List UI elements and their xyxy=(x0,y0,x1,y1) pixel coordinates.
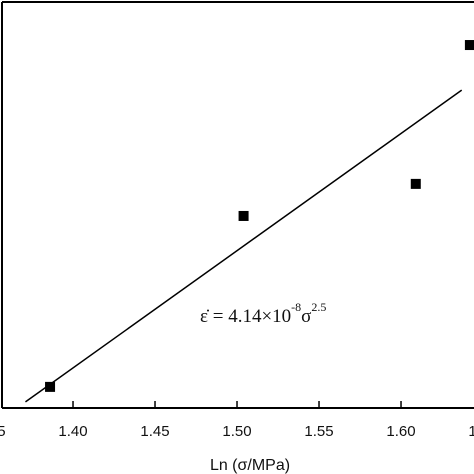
fit-line xyxy=(25,89,463,403)
x-tick-label: 1.65 xyxy=(468,423,474,440)
x-axis-label: Ln (σ/MPa) xyxy=(210,457,290,474)
point xyxy=(410,178,421,189)
x-tick-label: 1.50 xyxy=(222,423,251,440)
point xyxy=(238,210,249,221)
eq-exp: 2.5 xyxy=(311,300,326,314)
x-tick-label: 1.40 xyxy=(58,423,87,440)
point xyxy=(464,40,474,51)
x-tick-label: 1.35 xyxy=(0,423,6,440)
eq-sym: σ xyxy=(301,306,311,327)
equation: ε̇ = 4.14×10-8σ2.5 xyxy=(200,300,326,328)
point xyxy=(45,381,56,392)
x-tick-label: 1.60 xyxy=(386,423,415,440)
eq-base: ε̇ = 4.14×10 xyxy=(200,306,291,327)
x-tick-label: 1.45 xyxy=(140,423,169,440)
x-tick-label: 1.55 xyxy=(304,423,333,440)
eq-exp: -8 xyxy=(291,300,301,314)
